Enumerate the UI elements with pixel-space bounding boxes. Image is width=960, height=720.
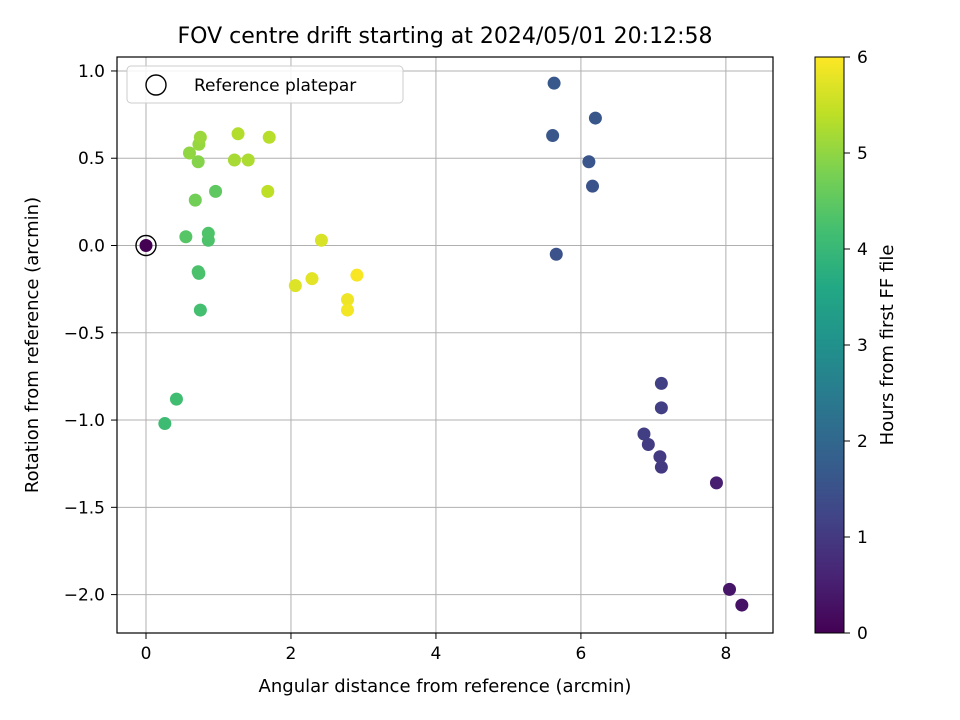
y-tick-label: −2.0 <box>64 586 105 606</box>
legend-reference-label: Reference platepar <box>194 76 356 96</box>
data-points <box>139 76 749 612</box>
colorbar-tick-label: 6 <box>857 48 868 68</box>
x-tick-label: 2 <box>286 644 297 664</box>
plot-frame <box>116 56 774 634</box>
reference-platepar-marker <box>135 234 157 257</box>
data-point <box>588 111 602 125</box>
data-point <box>188 193 202 207</box>
data-point <box>709 476 723 490</box>
chart-title: FOV centre drift starting at 2024/05/01 … <box>178 24 713 49</box>
data-point <box>193 130 207 144</box>
legend-reference-symbol <box>145 74 167 96</box>
data-point <box>139 239 153 253</box>
colorbar-label: Hours from first FF file <box>877 245 898 446</box>
colorbar-tick-label: 1 <box>857 528 868 548</box>
y-tick-label: −0.5 <box>64 324 105 344</box>
colorbar-gradient <box>814 56 845 634</box>
x-axis-label: Angular distance from reference (arcmin) <box>259 676 632 697</box>
x-tick-label: 8 <box>720 644 731 664</box>
colorbar-tick-label: 0 <box>857 624 868 644</box>
legend-box <box>126 65 404 104</box>
colorbar-tick-label: 5 <box>857 144 868 164</box>
data-point <box>586 179 600 193</box>
data-point <box>735 598 749 612</box>
x-tick-label: 6 <box>575 644 586 664</box>
colorbar-tick-label: 4 <box>857 240 868 260</box>
data-point <box>654 376 668 390</box>
data-point <box>231 127 245 141</box>
data-point <box>546 129 560 143</box>
x-tick-label: 4 <box>431 644 442 664</box>
data-point <box>653 450 667 464</box>
x-tick-label: 0 <box>141 644 152 664</box>
data-point <box>209 184 223 198</box>
data-point <box>341 303 355 317</box>
data-point <box>227 153 241 167</box>
data-point <box>654 460 668 474</box>
data-point <box>549 247 563 261</box>
data-point <box>637 427 651 441</box>
colorbar-tick-label: 3 <box>857 336 868 356</box>
y-tick-label: 0.0 <box>78 237 105 257</box>
legend: Reference platepar <box>126 65 404 104</box>
data-point <box>547 76 561 90</box>
y-tick-label: 0.5 <box>78 149 105 169</box>
y-axis-label: Rotation from reference (arcmin) <box>22 197 43 493</box>
data-point <box>261 184 275 198</box>
data-point <box>191 155 205 169</box>
data-point <box>169 392 183 406</box>
data-point <box>179 230 193 244</box>
reference-marker <box>135 234 157 257</box>
data-point <box>305 272 319 286</box>
colorbar: 0 1 2 3 4 5 6 Hours from first FF file <box>814 48 898 644</box>
y-tick-label: 1.0 <box>78 62 105 82</box>
data-point <box>582 155 596 169</box>
y-axis-ticks: 1.0 0.5 0.0 −0.5 −1.0 −1.5 −2.0 <box>64 62 117 606</box>
grid-lines <box>117 57 773 633</box>
data-point <box>241 153 255 167</box>
data-point <box>262 130 276 144</box>
data-point <box>182 146 196 160</box>
colorbar-tick-label: 2 <box>857 432 868 452</box>
data-point <box>341 293 355 307</box>
data-point <box>654 401 668 415</box>
x-axis-ticks: 0 2 4 6 8 <box>141 633 731 664</box>
data-point <box>193 303 207 317</box>
y-tick-label: −1.0 <box>64 411 105 431</box>
colorbar-ticks: 0 1 2 3 4 5 6 <box>844 48 868 644</box>
data-point <box>641 437 655 451</box>
y-tick-label: −1.5 <box>64 498 105 518</box>
data-point <box>158 417 172 431</box>
data-point <box>350 268 364 282</box>
data-point <box>723 582 737 596</box>
data-point <box>314 233 328 247</box>
data-point <box>288 279 302 293</box>
data-point <box>201 226 215 240</box>
data-point <box>191 265 205 279</box>
